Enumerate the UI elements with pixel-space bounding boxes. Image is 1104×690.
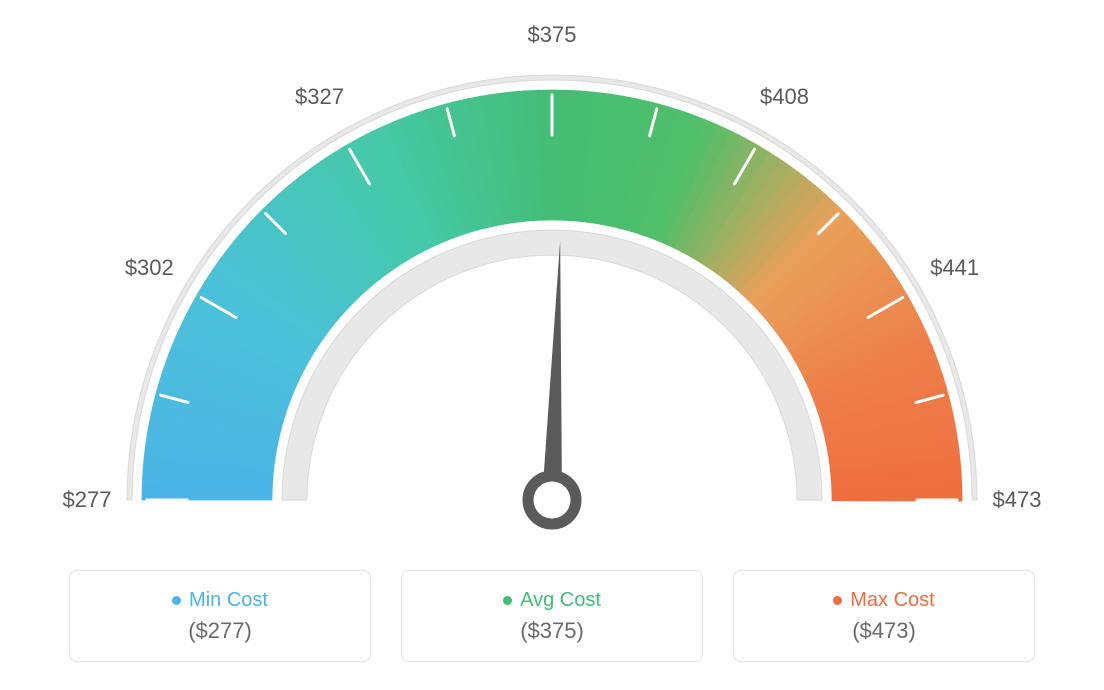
gauge-tick-label: $473 xyxy=(993,487,1042,513)
legend-value-avg: ($375) xyxy=(520,618,584,644)
legend-dot-max xyxy=(833,596,842,605)
legend-value-min: ($277) xyxy=(188,618,252,644)
gauge-tick-label: $302 xyxy=(125,255,174,281)
cost-gauge: $277 $302 $327 $375 $408 $441 $473 xyxy=(0,0,1104,560)
legend-value-max: ($473) xyxy=(852,618,916,644)
legend-dot-min xyxy=(172,596,181,605)
legend-card-max: Max Cost ($473) xyxy=(733,570,1035,662)
gauge-tick-label: $375 xyxy=(528,22,577,48)
gauge-tick-label: $277 xyxy=(63,487,112,513)
gauge-tick-label: $408 xyxy=(760,84,809,110)
legend-dot-avg xyxy=(503,596,512,605)
gauge-tick-label: $441 xyxy=(930,255,979,281)
legend-label-avg: Avg Cost xyxy=(520,589,601,612)
legend-label-max: Max Cost xyxy=(850,589,934,612)
gauge-tick-label: $327 xyxy=(295,84,344,110)
legend-row: Min Cost ($277) Avg Cost ($375) Max Cost… xyxy=(0,570,1104,662)
legend-label-min: Min Cost xyxy=(189,589,268,612)
legend-card-min: Min Cost ($277) xyxy=(69,570,371,662)
legend-card-avg: Avg Cost ($375) xyxy=(401,570,703,662)
